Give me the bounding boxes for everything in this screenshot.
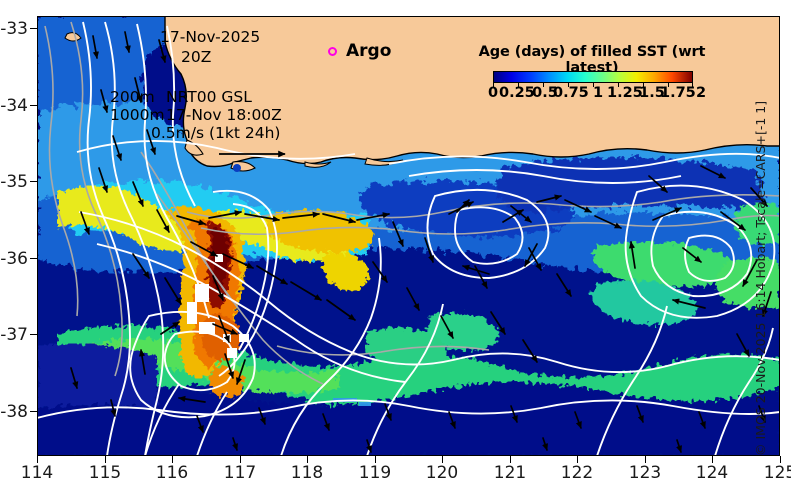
x-tick-117 bbox=[240, 456, 241, 463]
colorbar-tick-1_75: 1.75 bbox=[660, 85, 696, 101]
colorbar-tick-1_5: 1.5 bbox=[639, 85, 665, 101]
colorbar-tick-2: 2 bbox=[695, 85, 707, 101]
x-label-120: 120 bbox=[425, 463, 459, 483]
x-tick-120 bbox=[442, 456, 443, 463]
y-tick-34 bbox=[30, 105, 37, 106]
bathymetry-contours bbox=[44, 21, 780, 385]
y-label-33: -33 bbox=[0, 19, 28, 39]
y-label-34: -34 bbox=[0, 96, 28, 116]
annotation-depth-1000m: 1000m bbox=[110, 106, 165, 124]
x-tick-115 bbox=[105, 456, 106, 463]
copyright-block: © IMOS 20-Nov-2025 16:14 Hobart; Tscale=… bbox=[753, 16, 786, 456]
colorbar-tick-0: 0 bbox=[487, 85, 499, 101]
y-tick-36 bbox=[30, 258, 37, 259]
x-tick-122 bbox=[577, 456, 578, 463]
x-tick-124 bbox=[712, 456, 713, 463]
colorbar-tick-0_25: 0.25 bbox=[499, 85, 535, 101]
x-label-122: 122 bbox=[560, 463, 594, 483]
y-label-36: -36 bbox=[0, 249, 28, 269]
annotation-analysis-time: 17-Nov 18:00Z bbox=[166, 106, 282, 124]
argo-marker-icon bbox=[328, 46, 337, 56]
colorbar-tick-0_5: 0.5 bbox=[532, 85, 558, 101]
x-label-115: 115 bbox=[88, 463, 122, 483]
y-tick-35 bbox=[30, 181, 37, 182]
argo-legend-label: Argo bbox=[346, 41, 392, 61]
annotation-date-line2: 20Z bbox=[181, 48, 212, 66]
x-label-114: 114 bbox=[20, 463, 54, 483]
velocity-vectors bbox=[70, 31, 772, 453]
x-label-118: 118 bbox=[290, 463, 324, 483]
colorbar-tick-labels: 0 0.25 0.5 0.75 1 1.25 1.5 1.75 2 bbox=[479, 85, 707, 105]
annotation-product: NRT00 GSL bbox=[166, 88, 252, 106]
annotation-date-line1: 17-Nov-2025 bbox=[160, 28, 261, 46]
colorbar-tick-1_25: 1.25 bbox=[607, 85, 643, 101]
x-tick-119 bbox=[375, 456, 376, 463]
y-label-38: -38 bbox=[0, 402, 28, 422]
x-label-116: 116 bbox=[155, 463, 189, 483]
x-tick-116 bbox=[172, 456, 173, 463]
y-tick-33 bbox=[30, 28, 37, 29]
annotation-depth-200m: 200m bbox=[110, 88, 155, 106]
x-tick-118 bbox=[307, 456, 308, 463]
colorbar-tick-1: 1 bbox=[592, 85, 604, 101]
x-label-124: 124 bbox=[695, 463, 729, 483]
annotation-vector-scale: 0.5m/s (1kt 24h) bbox=[151, 124, 281, 142]
x-label-117: 117 bbox=[223, 463, 257, 483]
colorbar-wrap bbox=[493, 71, 693, 87]
ssh-contours bbox=[37, 21, 780, 456]
y-label-35: -35 bbox=[0, 172, 28, 192]
x-label-119: 119 bbox=[358, 463, 392, 483]
y-label-37: -37 bbox=[0, 325, 28, 345]
colorbar-gradient bbox=[493, 71, 693, 83]
x-label-125: 125 bbox=[763, 463, 791, 483]
y-tick-37 bbox=[30, 334, 37, 335]
map-plot-area[interactable]: 17-Nov-2025 20Z 200m NRT00 GSL 1000m 17-… bbox=[37, 16, 780, 456]
y-tick-38 bbox=[30, 411, 37, 412]
vector-scale-arrow bbox=[219, 150, 286, 158]
colorbar-tick-0_75: 0.75 bbox=[553, 85, 589, 101]
x-tick-114 bbox=[37, 456, 38, 463]
argo-legend: Argo bbox=[328, 41, 391, 61]
coastline-australia bbox=[164, 16, 780, 168]
x-label-123: 123 bbox=[628, 463, 662, 483]
x-label-121: 121 bbox=[493, 463, 527, 483]
x-tick-121 bbox=[510, 456, 511, 463]
x-tick-125 bbox=[780, 456, 781, 463]
copyright-text: © IMOS 20-Nov-2025 16:14 Hobart; Tscale=… bbox=[753, 100, 768, 456]
x-tick-123 bbox=[645, 456, 646, 463]
